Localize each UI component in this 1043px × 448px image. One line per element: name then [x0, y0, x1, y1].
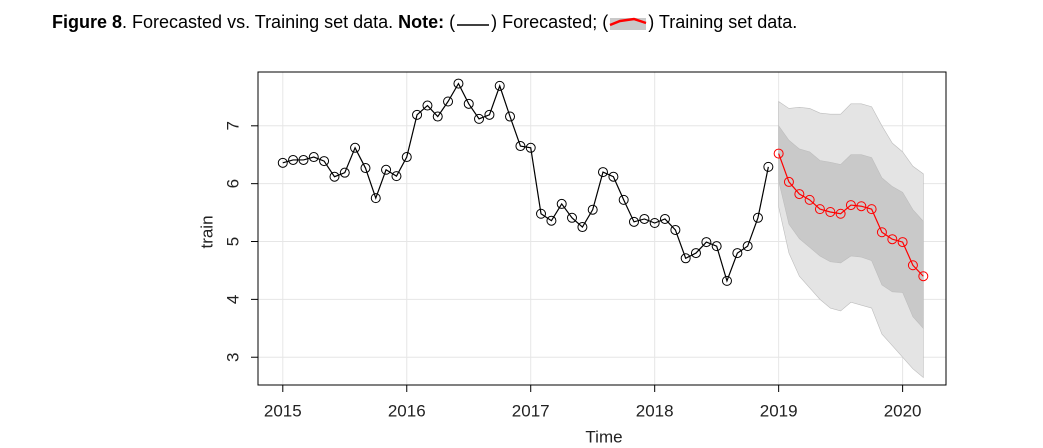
data-point — [298, 154, 309, 165]
data-point — [670, 224, 681, 235]
caption-text: ) — [648, 12, 659, 32]
data-point — [484, 109, 495, 120]
x-tick-label: 2018 — [636, 401, 674, 420]
data-point — [721, 275, 732, 286]
legend-entry: Training set data — [658, 12, 793, 32]
data-point — [887, 234, 898, 245]
data-point — [401, 152, 412, 163]
data-point — [567, 212, 578, 223]
data-point — [618, 194, 629, 205]
data-point — [690, 248, 701, 259]
caption-text: . — [792, 12, 798, 32]
data-point — [360, 163, 371, 174]
data-point — [628, 216, 639, 227]
data-point — [277, 157, 288, 168]
note-label: Note: — [398, 12, 445, 32]
y-axis-label: train — [197, 215, 216, 248]
data-point — [711, 241, 722, 252]
data-point — [505, 111, 516, 122]
data-point — [546, 215, 557, 226]
data-point — [608, 171, 619, 182]
data-point — [422, 100, 433, 111]
data-point — [370, 193, 381, 204]
y-tick-label: 4 — [223, 295, 242, 304]
x-tick-label: 2015 — [264, 401, 302, 420]
data-point — [556, 198, 567, 209]
data-point — [587, 204, 598, 215]
x-tick-label: 2017 — [512, 401, 550, 420]
data-point — [412, 109, 423, 120]
data-point — [907, 260, 918, 271]
data-point — [391, 171, 402, 182]
data-point — [866, 204, 877, 215]
data-point — [876, 227, 887, 238]
data-point — [597, 167, 608, 178]
data-point — [835, 208, 846, 219]
x-tick-label: 2020 — [884, 401, 922, 420]
figure-label: Figure 8 — [52, 12, 123, 32]
data-point — [381, 164, 392, 175]
data-point — [814, 204, 825, 215]
y-tick-label: 6 — [223, 179, 242, 188]
data-point — [350, 142, 361, 153]
data-point — [773, 148, 784, 159]
data-point — [494, 80, 505, 91]
series-line — [282, 82, 769, 283]
caption: Figure 8. Forecasted vs. Training set da… — [52, 12, 797, 33]
data-point — [443, 96, 454, 107]
data-point — [856, 201, 867, 212]
data-point — [794, 189, 805, 200]
series-line — [778, 153, 924, 277]
data-point — [783, 176, 794, 187]
caption-text: . Forecasted vs. Training set data. — [122, 12, 399, 32]
data-point — [525, 142, 536, 153]
data-point — [536, 208, 547, 219]
data-point — [515, 141, 526, 152]
data-point — [432, 111, 443, 122]
data-point — [918, 271, 929, 282]
y-tick-label: 7 — [223, 121, 242, 130]
legend-line — [609, 17, 647, 27]
legend-icon — [609, 17, 647, 31]
data-point — [804, 194, 815, 205]
x-tick-label: 2016 — [388, 401, 426, 420]
data-point — [742, 241, 753, 252]
caption-text: ) — [491, 12, 503, 32]
legend-icon — [457, 24, 490, 26]
data-point — [701, 237, 712, 248]
data-point — [339, 167, 350, 178]
interval-band — [778, 124, 924, 330]
caption-text: ; ( — [592, 12, 609, 32]
data-point — [329, 171, 340, 182]
data-point — [845, 200, 856, 211]
legend-entry: Forecasted — [502, 12, 593, 32]
data-point — [897, 237, 908, 248]
data-point — [288, 154, 299, 165]
data-point — [649, 218, 660, 229]
data-point — [463, 98, 474, 109]
caption-text: ( — [444, 12, 456, 32]
x-axis-label: Time — [585, 427, 622, 446]
x-tick-label: 2019 — [760, 401, 798, 420]
data-point — [752, 212, 763, 223]
data-point — [825, 207, 836, 218]
y-tick-label: 3 — [223, 352, 242, 361]
data-point — [680, 253, 691, 264]
data-point — [577, 222, 588, 233]
data-point — [319, 156, 330, 167]
y-tick-label: 5 — [223, 237, 242, 246]
data-point — [474, 113, 485, 124]
data-point — [659, 213, 670, 224]
data-point — [732, 248, 743, 259]
data-point — [763, 161, 774, 172]
data-point — [639, 213, 650, 224]
plot-frame — [257, 71, 947, 386]
data-point — [453, 78, 464, 89]
data-point — [308, 152, 319, 163]
